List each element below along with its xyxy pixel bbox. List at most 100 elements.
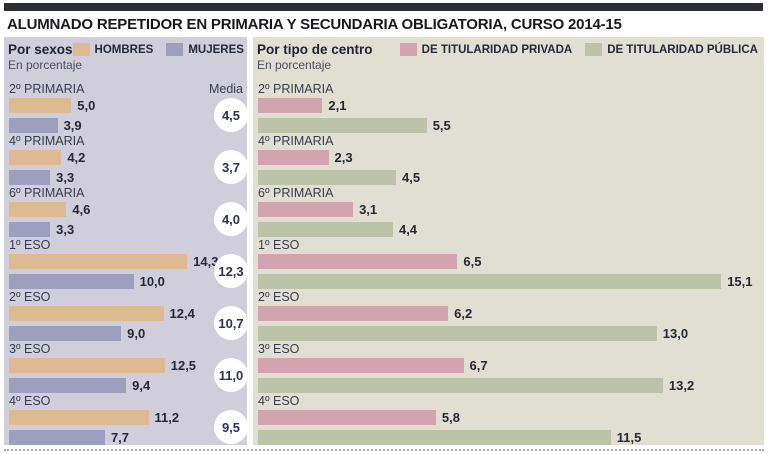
bar-value: 3,3 bbox=[56, 170, 75, 185]
bar bbox=[9, 222, 51, 237]
category-label: 4º ESO bbox=[9, 394, 51, 408]
media-column-label: Media bbox=[208, 82, 243, 96]
bar-value: 14,3 bbox=[193, 254, 219, 269]
bar-row: 6,2 bbox=[258, 306, 758, 321]
legend: DE TITULARIDAD PRIVADA DE TITULARIDAD PÚB… bbox=[399, 43, 758, 56]
bar bbox=[9, 430, 105, 445]
bar-value: 4,6 bbox=[72, 202, 91, 217]
category-label: 2º ESO bbox=[9, 290, 51, 304]
bar-row: 3,3 bbox=[9, 222, 242, 237]
bar bbox=[258, 222, 393, 237]
legend-label: DE TITULARIDAD PÚBLICA bbox=[607, 43, 758, 56]
bar-row: 9,0 bbox=[9, 326, 242, 341]
category-label: 4º ESO bbox=[258, 394, 300, 408]
bar-value: 4,2 bbox=[67, 150, 86, 165]
bar-value: 5,0 bbox=[77, 98, 96, 113]
bar-value: 3,9 bbox=[63, 118, 82, 133]
bar-row: 12,5 bbox=[9, 358, 242, 373]
bar-group: 2º PRIMARIA 5,0 3,9 4,5 bbox=[9, 82, 248, 134]
bar-value: 10,0 bbox=[139, 274, 165, 289]
bar bbox=[258, 98, 323, 113]
bar-group: 2º ESO 6,2 13,0 bbox=[258, 290, 758, 342]
legend-swatch bbox=[399, 43, 417, 56]
legend-item: DE TITULARIDAD PRIVADA bbox=[399, 43, 573, 56]
bar-value: 9,0 bbox=[127, 326, 146, 341]
bar-row: 7,7 bbox=[9, 430, 242, 445]
category-label: 6º PRIMARIA bbox=[258, 186, 334, 200]
category-label: 4º PRIMARIA bbox=[258, 134, 334, 148]
bar-group: 2º PRIMARIA 2,1 5,5 bbox=[258, 82, 758, 134]
bar-value: 12,4 bbox=[169, 306, 195, 321]
bar bbox=[9, 118, 58, 133]
bar-value: 2,1 bbox=[328, 98, 347, 113]
panels-container: Por sexos HOMBRES MUJERES En porcentaje M… bbox=[4, 37, 764, 445]
bar-value: 6,2 bbox=[454, 306, 473, 321]
bar-value: 9,4 bbox=[132, 378, 151, 393]
bar-row: 3,9 bbox=[9, 118, 242, 133]
bar-group: 1º ESO 6,5 15,1 bbox=[258, 238, 758, 290]
bar bbox=[9, 378, 127, 393]
bar-value: 13,0 bbox=[662, 326, 689, 341]
bar-row: 5,8 bbox=[258, 410, 758, 425]
unit-note: En porcentaje bbox=[8, 58, 83, 72]
legend: HOMBRES MUJERES bbox=[72, 43, 244, 56]
bar-value: 13,2 bbox=[668, 378, 695, 393]
panel-header: Por sexos HOMBRES MUJERES En porcentaje bbox=[4, 37, 247, 72]
bar-row: 13,0 bbox=[258, 326, 758, 341]
legend-item: MUJERES bbox=[166, 43, 244, 56]
bar bbox=[9, 274, 134, 289]
panel-por-sexos: Por sexos HOMBRES MUJERES En porcentaje M… bbox=[4, 37, 248, 446]
category-label: 4º PRIMARIA bbox=[9, 134, 85, 148]
media-circle: 4,0 bbox=[214, 202, 248, 236]
bar bbox=[9, 410, 149, 425]
bar-group: 4º PRIMARIA 4,2 3,3 3,7 bbox=[9, 134, 248, 186]
bar bbox=[258, 410, 436, 425]
category-label: 2º PRIMARIA bbox=[258, 82, 334, 96]
category-label: 2º ESO bbox=[258, 290, 300, 304]
media-circle: 3,7 bbox=[214, 150, 248, 184]
bar bbox=[9, 306, 164, 321]
bar bbox=[258, 202, 354, 217]
bar-group: 4º ESO 11,2 7,7 9,5 bbox=[9, 394, 248, 446]
bar-value: 6,7 bbox=[469, 358, 488, 373]
bar bbox=[258, 170, 397, 185]
bar bbox=[258, 118, 427, 133]
legend-swatch bbox=[585, 43, 603, 56]
bar-value: 15,1 bbox=[727, 274, 753, 289]
bar-row: 5,0 bbox=[9, 98, 242, 113]
legend-swatch bbox=[72, 43, 90, 56]
panel-title: Por sexos bbox=[8, 42, 73, 57]
category-label: 3º ESO bbox=[258, 342, 300, 356]
bar-value: 3,1 bbox=[359, 202, 378, 217]
media-circle: 9,5 bbox=[214, 410, 248, 444]
bar-group: 2º ESO 12,4 9,0 10,7 bbox=[9, 290, 248, 342]
bar-row: 12,4 bbox=[9, 306, 242, 321]
bar-value: 6,5 bbox=[463, 254, 482, 269]
bar-value: 4,5 bbox=[402, 170, 421, 185]
bar-group: 4º ESO 5,8 11,5 bbox=[258, 394, 758, 446]
category-label: 2º PRIMARIA bbox=[9, 82, 85, 96]
bar-row: 3,1 bbox=[258, 202, 758, 217]
legend-item: DE TITULARIDAD PÚBLICA bbox=[585, 43, 758, 56]
legend-label: HOMBRES bbox=[94, 43, 154, 56]
bar-value: 11,5 bbox=[616, 430, 642, 445]
bar bbox=[258, 358, 464, 373]
bar-group: 3º ESO 6,7 13,2 bbox=[258, 342, 758, 394]
legend-label: DE TITULARIDAD PRIVADA bbox=[421, 43, 573, 56]
bar bbox=[258, 306, 449, 321]
bar-value: 5,5 bbox=[432, 118, 451, 133]
media-circle: 4,5 bbox=[214, 98, 248, 132]
unit-note: En porcentaje bbox=[257, 58, 332, 72]
bar bbox=[9, 326, 122, 341]
bar-group: 6º PRIMARIA 4,6 3,3 4,0 bbox=[9, 186, 248, 238]
bar bbox=[258, 378, 663, 393]
bar-row: 14,3 bbox=[9, 254, 242, 269]
bar-value: 11,2 bbox=[154, 410, 180, 425]
bar bbox=[9, 254, 188, 269]
bar-row: 3,3 bbox=[9, 170, 242, 185]
bar bbox=[9, 358, 165, 373]
bar-value: 5,8 bbox=[441, 410, 460, 425]
category-label: 1º ESO bbox=[258, 238, 300, 252]
bar bbox=[9, 98, 72, 113]
bar-group: 6º PRIMARIA 3,1 4,4 bbox=[258, 186, 758, 238]
